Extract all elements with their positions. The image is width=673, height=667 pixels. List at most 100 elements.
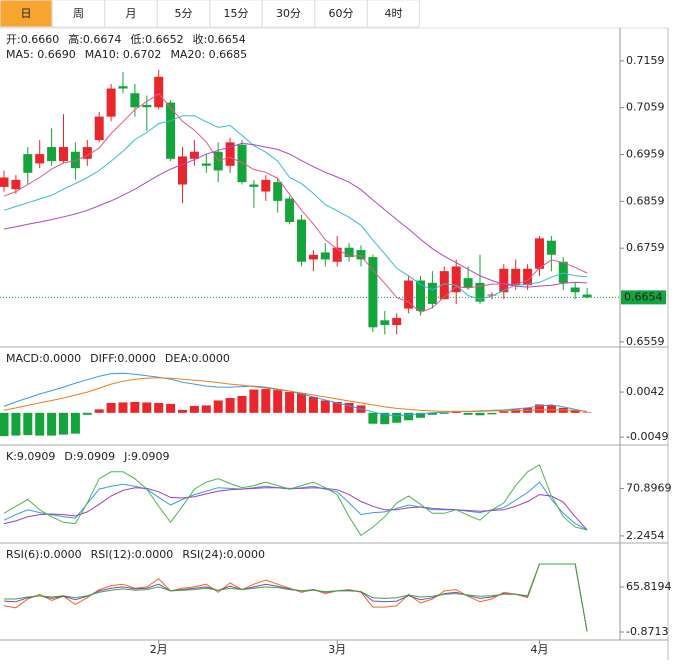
- candle-body: [570, 287, 580, 293]
- macd-bar: [35, 412, 45, 436]
- candle-body: [404, 280, 414, 309]
- candle-body: [94, 116, 104, 141]
- x-tick-label: 4月: [531, 643, 549, 656]
- candle-body: [320, 252, 330, 260]
- candle-body: [439, 271, 449, 300]
- indicator-line: [3, 377, 588, 412]
- y-tick-label: 0.0042: [626, 385, 665, 398]
- macd-bar: [487, 412, 497, 415]
- macd-bar: [404, 412, 414, 421]
- legend-entry: K:9.0909: [6, 450, 55, 463]
- tab-label[interactable]: 4时: [385, 7, 403, 20]
- candle-body: [201, 163, 211, 166]
- legend-entry: 开:0.6660: [6, 33, 59, 46]
- candle-body: [451, 266, 461, 293]
- tab-label[interactable]: 周: [73, 7, 84, 20]
- macd-bar: [308, 397, 318, 413]
- candle-body: [225, 142, 235, 166]
- macd-bar: [59, 412, 68, 435]
- macd-bar: [439, 412, 449, 414]
- candle-body: [273, 182, 283, 201]
- candle-body: [332, 247, 342, 262]
- tab-label[interactable]: 5分: [175, 7, 193, 20]
- tab[interactable]: [367, 0, 420, 28]
- candle-body: [106, 88, 116, 117]
- macd-bar: [130, 401, 140, 413]
- tab[interactable]: [0, 0, 53, 28]
- candle-body: [380, 320, 390, 325]
- tab-label[interactable]: 月: [126, 7, 137, 20]
- candle-body: [47, 147, 57, 162]
- y-tick-label: 70.8969: [626, 481, 672, 494]
- legend-entry: 高:0.6674: [68, 32, 121, 46]
- candle-body: [416, 280, 425, 311]
- candle-body: [368, 257, 378, 328]
- candle-body: [35, 154, 45, 164]
- tab[interactable]: [104, 0, 158, 28]
- macd-bar: [23, 412, 33, 436]
- candle-body: [297, 219, 306, 262]
- last-price-label: 0.6654: [624, 290, 663, 303]
- macd-bar: [273, 390, 283, 413]
- y-tick-label: 0.6859: [626, 194, 665, 207]
- tab-label[interactable]: 30分: [276, 7, 301, 20]
- candle-body: [308, 254, 318, 260]
- macd-bar: [261, 389, 271, 413]
- candle-body: [130, 93, 140, 108]
- macd-bar: [189, 405, 199, 413]
- legend-entry: RSI(6):0.0000: [6, 548, 82, 561]
- candle-body: [142, 104, 152, 108]
- macd-bar: [0, 412, 9, 437]
- macd-bar: [201, 405, 211, 413]
- y-tick-label: 2.2454: [626, 529, 665, 542]
- y-tick-label: 0.6759: [626, 241, 665, 254]
- candle-body: [70, 151, 80, 169]
- candle-body: [261, 179, 271, 192]
- tab-label[interactable]: 日: [21, 7, 32, 20]
- macd-bar: [166, 403, 176, 413]
- candle-body: [189, 151, 199, 159]
- candle-body: [535, 238, 544, 269]
- macd-bar: [344, 402, 354, 413]
- macd-bar: [70, 412, 80, 434]
- macd-bar: [285, 392, 295, 413]
- macd-bar: [154, 402, 164, 413]
- tab-label[interactable]: 15分: [224, 7, 249, 20]
- indicator-line: [3, 487, 588, 531]
- legend-entry: 收:0.6654: [193, 32, 246, 46]
- legend-entry: MA20: 0.6685: [170, 48, 247, 61]
- candle-body: [475, 282, 485, 302]
- candle-body: [511, 268, 521, 286]
- indicator-line: [3, 93, 588, 313]
- macd-bar: [582, 412, 592, 413]
- macd-bar: [427, 412, 437, 415]
- macd-bar: [178, 409, 187, 413]
- macd-bar: [297, 393, 306, 413]
- indicator-line: [3, 142, 588, 288]
- macd-bar: [237, 396, 247, 413]
- macd-bar: [368, 412, 378, 424]
- legend-entry: MA5: 0.6690: [6, 48, 76, 61]
- candle-body: [178, 156, 187, 185]
- y-tick-label: 0.7059: [626, 101, 665, 114]
- candle-body: [59, 147, 68, 162]
- candle-body: [546, 240, 556, 255]
- tab-label[interactable]: 60分: [329, 7, 354, 20]
- candle-body: [356, 250, 366, 260]
- macd-bar: [320, 400, 330, 413]
- candle-body: [344, 247, 354, 258]
- macd-bar: [82, 412, 92, 415]
- candle-body: [23, 154, 33, 173]
- legend-entry: MA10: 0.6702: [85, 48, 162, 61]
- candle-body: [487, 294, 497, 296]
- tab[interactable]: [209, 0, 263, 28]
- macd-bar: [380, 412, 390, 425]
- macd-bar: [47, 412, 57, 436]
- candle-body: [499, 268, 509, 293]
- macd-bar: [499, 411, 509, 413]
- macd-bar: [225, 397, 235, 413]
- macd-bar: [416, 412, 425, 418]
